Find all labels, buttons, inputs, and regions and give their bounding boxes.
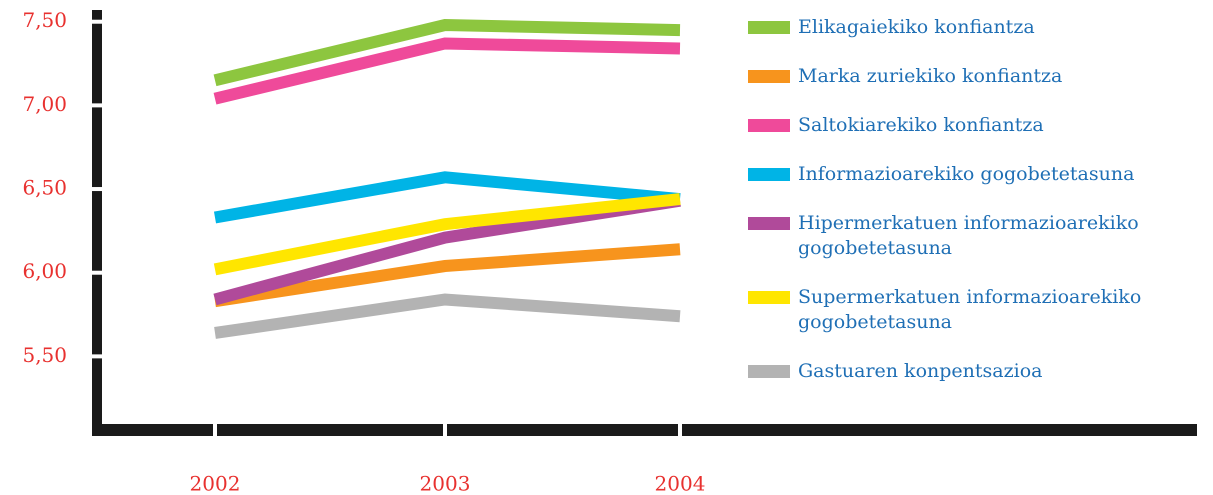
legend-item: Marka zuriekiko konfiantza bbox=[748, 64, 1208, 89]
legend-item: Gastuaren konpentsazioa bbox=[748, 359, 1208, 384]
legend-label: Supermerkatuen informazioarekiko gogobet… bbox=[798, 286, 1142, 333]
legend-label: Elikagaiekiko konfiantza bbox=[798, 16, 1035, 38]
legend-swatch bbox=[748, 21, 790, 34]
series-line bbox=[213, 37, 681, 105]
legend-item: Saltokiarekiko konfiantza bbox=[748, 113, 1208, 138]
y-tick-label: 6,50 bbox=[22, 176, 67, 200]
legend-label: Gastuaren konpentsazioa bbox=[798, 360, 1043, 382]
legend-swatch bbox=[748, 168, 790, 181]
legend-item: Elikagaiekiko konfiantza bbox=[748, 15, 1208, 40]
series-line bbox=[214, 243, 681, 308]
legend-label: Hipermerkatuen informazioarekiko gogobet… bbox=[798, 212, 1139, 259]
y-tick bbox=[91, 270, 103, 275]
legend-swatch bbox=[748, 365, 790, 378]
y-tick bbox=[91, 354, 103, 359]
x-axis-gap bbox=[443, 423, 447, 437]
legend-label: Informazioarekiko gogobetetasuna bbox=[798, 163, 1135, 185]
y-tick-label: 6,00 bbox=[22, 259, 67, 283]
series-line bbox=[213, 171, 681, 224]
legend-swatch bbox=[748, 70, 790, 83]
x-tick-label: 2004 bbox=[655, 472, 706, 495]
y-axis bbox=[92, 10, 102, 436]
series-line bbox=[213, 19, 681, 87]
y-tick-label: 7,50 bbox=[22, 8, 67, 32]
legend: Elikagaiekiko konfiantza Marka zuriekiko … bbox=[748, 15, 1208, 384]
x-tick-label: 2002 bbox=[190, 472, 241, 495]
legend-swatch bbox=[748, 217, 790, 230]
y-tick bbox=[91, 19, 103, 24]
legend-item: Supermerkatuen informazioarekiko gogobet… bbox=[748, 285, 1208, 335]
x-tick-label: 2003 bbox=[420, 472, 471, 495]
legend-label: Marka zuriekiko konfiantza bbox=[798, 65, 1063, 87]
legend-swatch bbox=[748, 291, 790, 304]
x-axis-gap bbox=[213, 423, 217, 437]
legend-item: Hipermerkatuen informazioarekiko gogobet… bbox=[748, 211, 1208, 261]
x-axis bbox=[92, 424, 1197, 436]
legend-swatch bbox=[748, 119, 790, 132]
y-tick bbox=[91, 103, 103, 108]
x-axis-gap bbox=[678, 423, 682, 437]
series-line bbox=[214, 293, 681, 339]
legend-item: Informazioarekiko gogobetetasuna bbox=[748, 162, 1208, 187]
series-line bbox=[213, 193, 681, 276]
y-tick-label: 7,00 bbox=[22, 92, 67, 116]
y-tick-label: 5,50 bbox=[22, 343, 67, 367]
legend-label: Saltokiarekiko konfiantza bbox=[798, 114, 1044, 136]
y-tick bbox=[91, 187, 103, 192]
